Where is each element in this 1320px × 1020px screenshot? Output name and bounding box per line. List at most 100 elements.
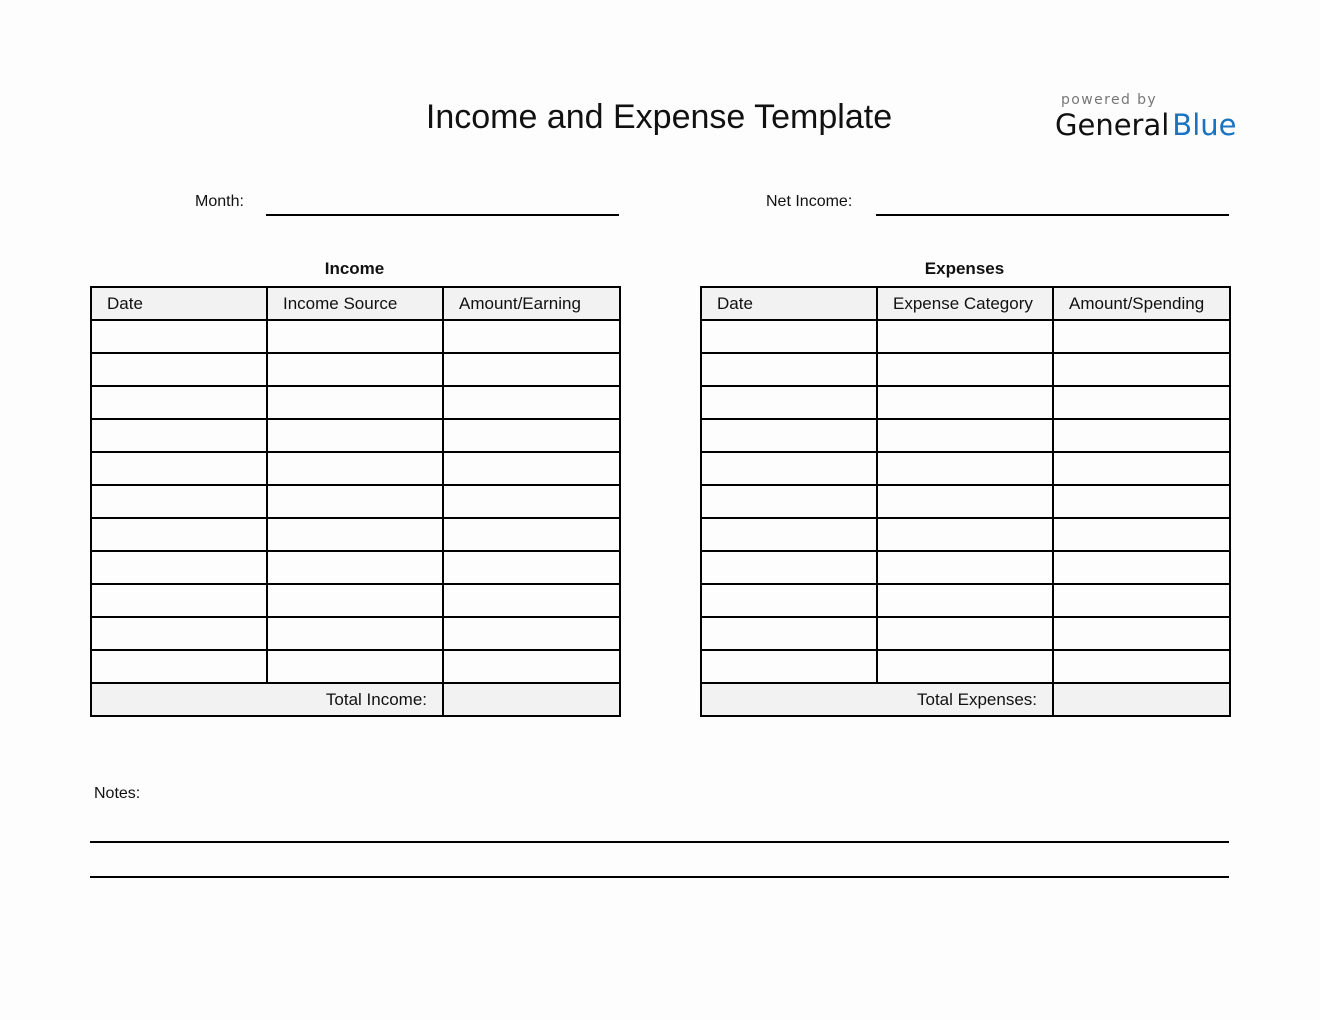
expenses-cell[interactable]: [1052, 583, 1231, 618]
table-row: [90, 517, 621, 552]
income-cell[interactable]: [266, 517, 444, 552]
table-row: [90, 616, 621, 651]
expenses-cell[interactable]: [700, 418, 878, 453]
expenses-cell[interactable]: [700, 352, 878, 387]
expenses-cell[interactable]: [700, 583, 878, 618]
income-cell[interactable]: [90, 418, 268, 453]
expenses-total-value[interactable]: [1052, 682, 1231, 717]
income-cell[interactable]: [266, 484, 444, 519]
income-cell[interactable]: [266, 319, 444, 354]
table-row: [90, 484, 621, 519]
income-cell[interactable]: [90, 583, 268, 618]
net-income-field[interactable]: [876, 214, 1229, 216]
income-cell[interactable]: [266, 583, 444, 618]
income-cell[interactable]: [442, 616, 621, 651]
income-cell[interactable]: [90, 484, 268, 519]
expenses-cell[interactable]: [1052, 517, 1231, 552]
table-row: [700, 319, 1231, 354]
income-cell[interactable]: [442, 517, 621, 552]
logo-text-blue: Blue: [1172, 108, 1237, 142]
income-cell[interactable]: [266, 385, 444, 420]
income-cell[interactable]: [442, 550, 621, 585]
expenses-cell[interactable]: [1052, 616, 1231, 651]
notes-line-2[interactable]: [90, 876, 1229, 878]
expenses-column-header: Expense Category: [876, 286, 1054, 321]
income-cell[interactable]: [90, 649, 268, 684]
expenses-cell[interactable]: [876, 550, 1054, 585]
income-total-label: Total Income:: [90, 682, 444, 717]
expenses-cell[interactable]: [1052, 550, 1231, 585]
expenses-cell[interactable]: [1052, 418, 1231, 453]
net-income-label: Net Income:: [766, 193, 853, 210]
income-cell[interactable]: [90, 550, 268, 585]
table-row: [90, 319, 621, 354]
table-row: [700, 385, 1231, 420]
expenses-column-header: Amount/Spending: [1052, 286, 1231, 321]
expenses-cell[interactable]: [1052, 352, 1231, 387]
expenses-cell[interactable]: [1052, 451, 1231, 486]
income-cell[interactable]: [90, 352, 268, 387]
expenses-cell[interactable]: [700, 616, 878, 651]
expenses-cell[interactable]: [1052, 484, 1231, 519]
income-cell[interactable]: [266, 418, 444, 453]
income-cell[interactable]: [442, 385, 621, 420]
notes-line-1[interactable]: [90, 841, 1229, 843]
income-cell[interactable]: [266, 352, 444, 387]
expenses-cell[interactable]: [700, 550, 878, 585]
expenses-cell[interactable]: [876, 649, 1054, 684]
table-row: [90, 583, 621, 618]
income-cell[interactable]: [442, 352, 621, 387]
expenses-total-row: Total Expenses:: [700, 682, 1231, 717]
table-row: [700, 550, 1231, 585]
expenses-cell[interactable]: [876, 484, 1054, 519]
income-column-header: Date: [90, 286, 268, 321]
income-total-value[interactable]: [442, 682, 621, 717]
expenses-cell[interactable]: [700, 649, 878, 684]
expenses-heading: Expenses: [924, 259, 1005, 278]
expenses-cell[interactable]: [700, 517, 878, 552]
income-cell[interactable]: [90, 385, 268, 420]
income-cell[interactable]: [266, 616, 444, 651]
income-cell[interactable]: [90, 517, 268, 552]
table-row: [700, 517, 1231, 552]
expenses-cell[interactable]: [876, 352, 1054, 387]
table-row: [700, 451, 1231, 486]
expenses-cell[interactable]: [1052, 385, 1231, 420]
expenses-cell[interactable]: [876, 319, 1054, 354]
table-row: [700, 352, 1231, 387]
income-cell[interactable]: [90, 616, 268, 651]
expenses-cell[interactable]: [700, 319, 878, 354]
expenses-cell[interactable]: [876, 418, 1054, 453]
income-table: Date Income Source Amount/Earning Total Inc…: [90, 286, 621, 717]
expenses-cell[interactable]: [876, 385, 1054, 420]
table-row: [700, 484, 1231, 519]
income-cell[interactable]: [266, 451, 444, 486]
income-cell[interactable]: [90, 319, 268, 354]
income-header-row: Date Income Source Amount/Earning: [90, 286, 621, 321]
month-field[interactable]: [266, 214, 619, 216]
income-column-header: Income Source: [266, 286, 444, 321]
income-cell[interactable]: [442, 451, 621, 486]
income-cell[interactable]: [442, 583, 621, 618]
expenses-cell[interactable]: [876, 451, 1054, 486]
income-cell[interactable]: [442, 418, 621, 453]
expenses-cell[interactable]: [876, 583, 1054, 618]
expenses-cell[interactable]: [700, 484, 878, 519]
income-cell[interactable]: [266, 649, 444, 684]
income-cell[interactable]: [442, 319, 621, 354]
expenses-cell[interactable]: [876, 517, 1054, 552]
table-row: [700, 418, 1231, 453]
income-cell[interactable]: [266, 550, 444, 585]
income-column-header: Amount/Earning: [442, 286, 621, 321]
income-cell[interactable]: [442, 649, 621, 684]
table-row: [700, 583, 1231, 618]
expenses-cell[interactable]: [700, 451, 878, 486]
page-title: Income and Expense Template: [425, 98, 893, 136]
expenses-cell[interactable]: [1052, 649, 1231, 684]
income-cell[interactable]: [442, 484, 621, 519]
expenses-cell[interactable]: [876, 616, 1054, 651]
generalblue-logo: General Blue: [1055, 108, 1236, 142]
expenses-cell[interactable]: [700, 385, 878, 420]
expenses-cell[interactable]: [1052, 319, 1231, 354]
income-cell[interactable]: [90, 451, 268, 486]
